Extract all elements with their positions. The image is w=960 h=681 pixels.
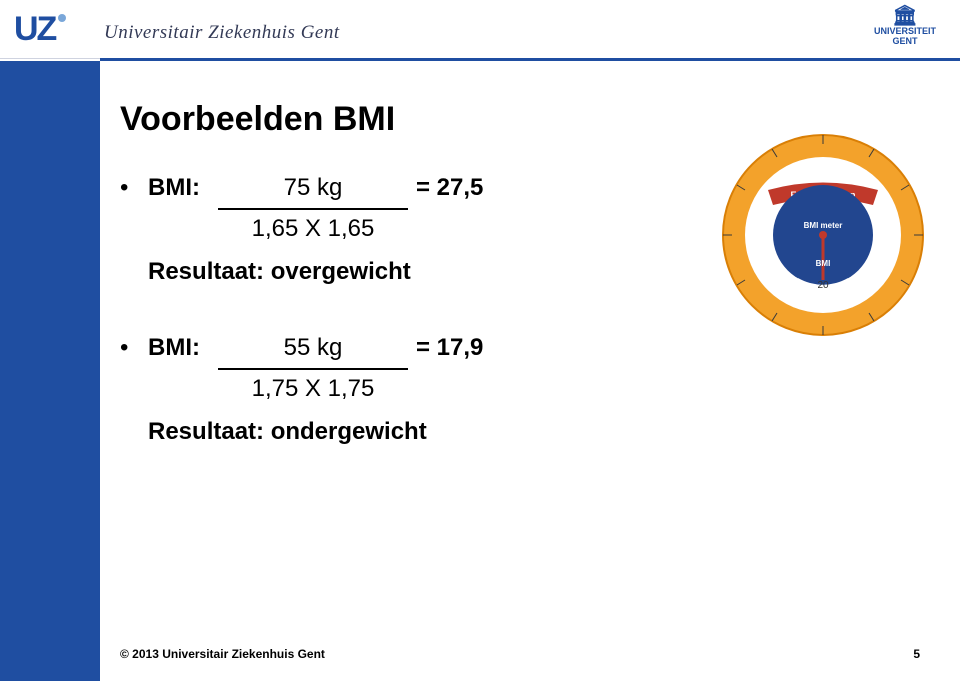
uz-logo-dot bbox=[58, 14, 66, 22]
slide: UZ Universitair Ziekenhuis Gent 🏛 UNIVER… bbox=[0, 0, 960, 681]
uz-logo-text: UZ bbox=[14, 10, 55, 48]
bullet-icon: • bbox=[120, 331, 148, 366]
example-label: BMI: bbox=[148, 171, 218, 206]
uz-logo: UZ bbox=[14, 10, 84, 52]
example-equals: = 17,9 bbox=[408, 331, 483, 366]
ugent-building-icon: 🏛 bbox=[874, 6, 936, 26]
example-result: Resultaat: ondergewicht bbox=[148, 415, 920, 450]
example-label: BMI: bbox=[148, 331, 218, 366]
hospital-name: Universitair Ziekenhuis Gent bbox=[104, 22, 340, 44]
example-denominator: 1,75 X 1,75 bbox=[218, 370, 408, 407]
disc-window-value: 20 bbox=[817, 280, 829, 291]
bmi-meter-svg: Eetstoornissen BMI meter 20 BMI bbox=[718, 130, 928, 340]
bullet-icon: • bbox=[120, 171, 148, 206]
footer-copyright: © 2013 Universitair Ziekenhuis Gent bbox=[120, 647, 325, 661]
ugent-logo: 🏛 UNIVERSITEIT GENT bbox=[874, 6, 936, 46]
disc-bmi-label: BMI bbox=[816, 259, 831, 268]
footer-page-number: 5 bbox=[913, 647, 920, 661]
example-equals: = 27,5 bbox=[408, 171, 483, 206]
example-numerator: 75 kg bbox=[218, 171, 408, 210]
example-numerator: 55 kg bbox=[218, 331, 408, 370]
bmi-meter-graphic: Eetstoornissen BMI meter 20 BMI bbox=[718, 130, 928, 340]
header-rule-right bbox=[100, 58, 960, 61]
disc-needle-pin bbox=[819, 231, 827, 239]
footer: © 2013 Universitair Ziekenhuis Gent 5 bbox=[120, 647, 920, 661]
example-2: • BMI: 55 kg 1,75 X 1,75 = 17,9 Resultaa… bbox=[120, 331, 920, 449]
ugent-label: UNIVERSITEIT GENT bbox=[874, 26, 936, 46]
disc-inner-label: BMI meter bbox=[804, 221, 843, 230]
header: UZ Universitair Ziekenhuis Gent 🏛 UNIVER… bbox=[0, 0, 960, 72]
sidebar bbox=[0, 61, 100, 681]
header-rule-left bbox=[0, 58, 100, 59]
example-denominator: 1,65 X 1,65 bbox=[218, 210, 408, 247]
